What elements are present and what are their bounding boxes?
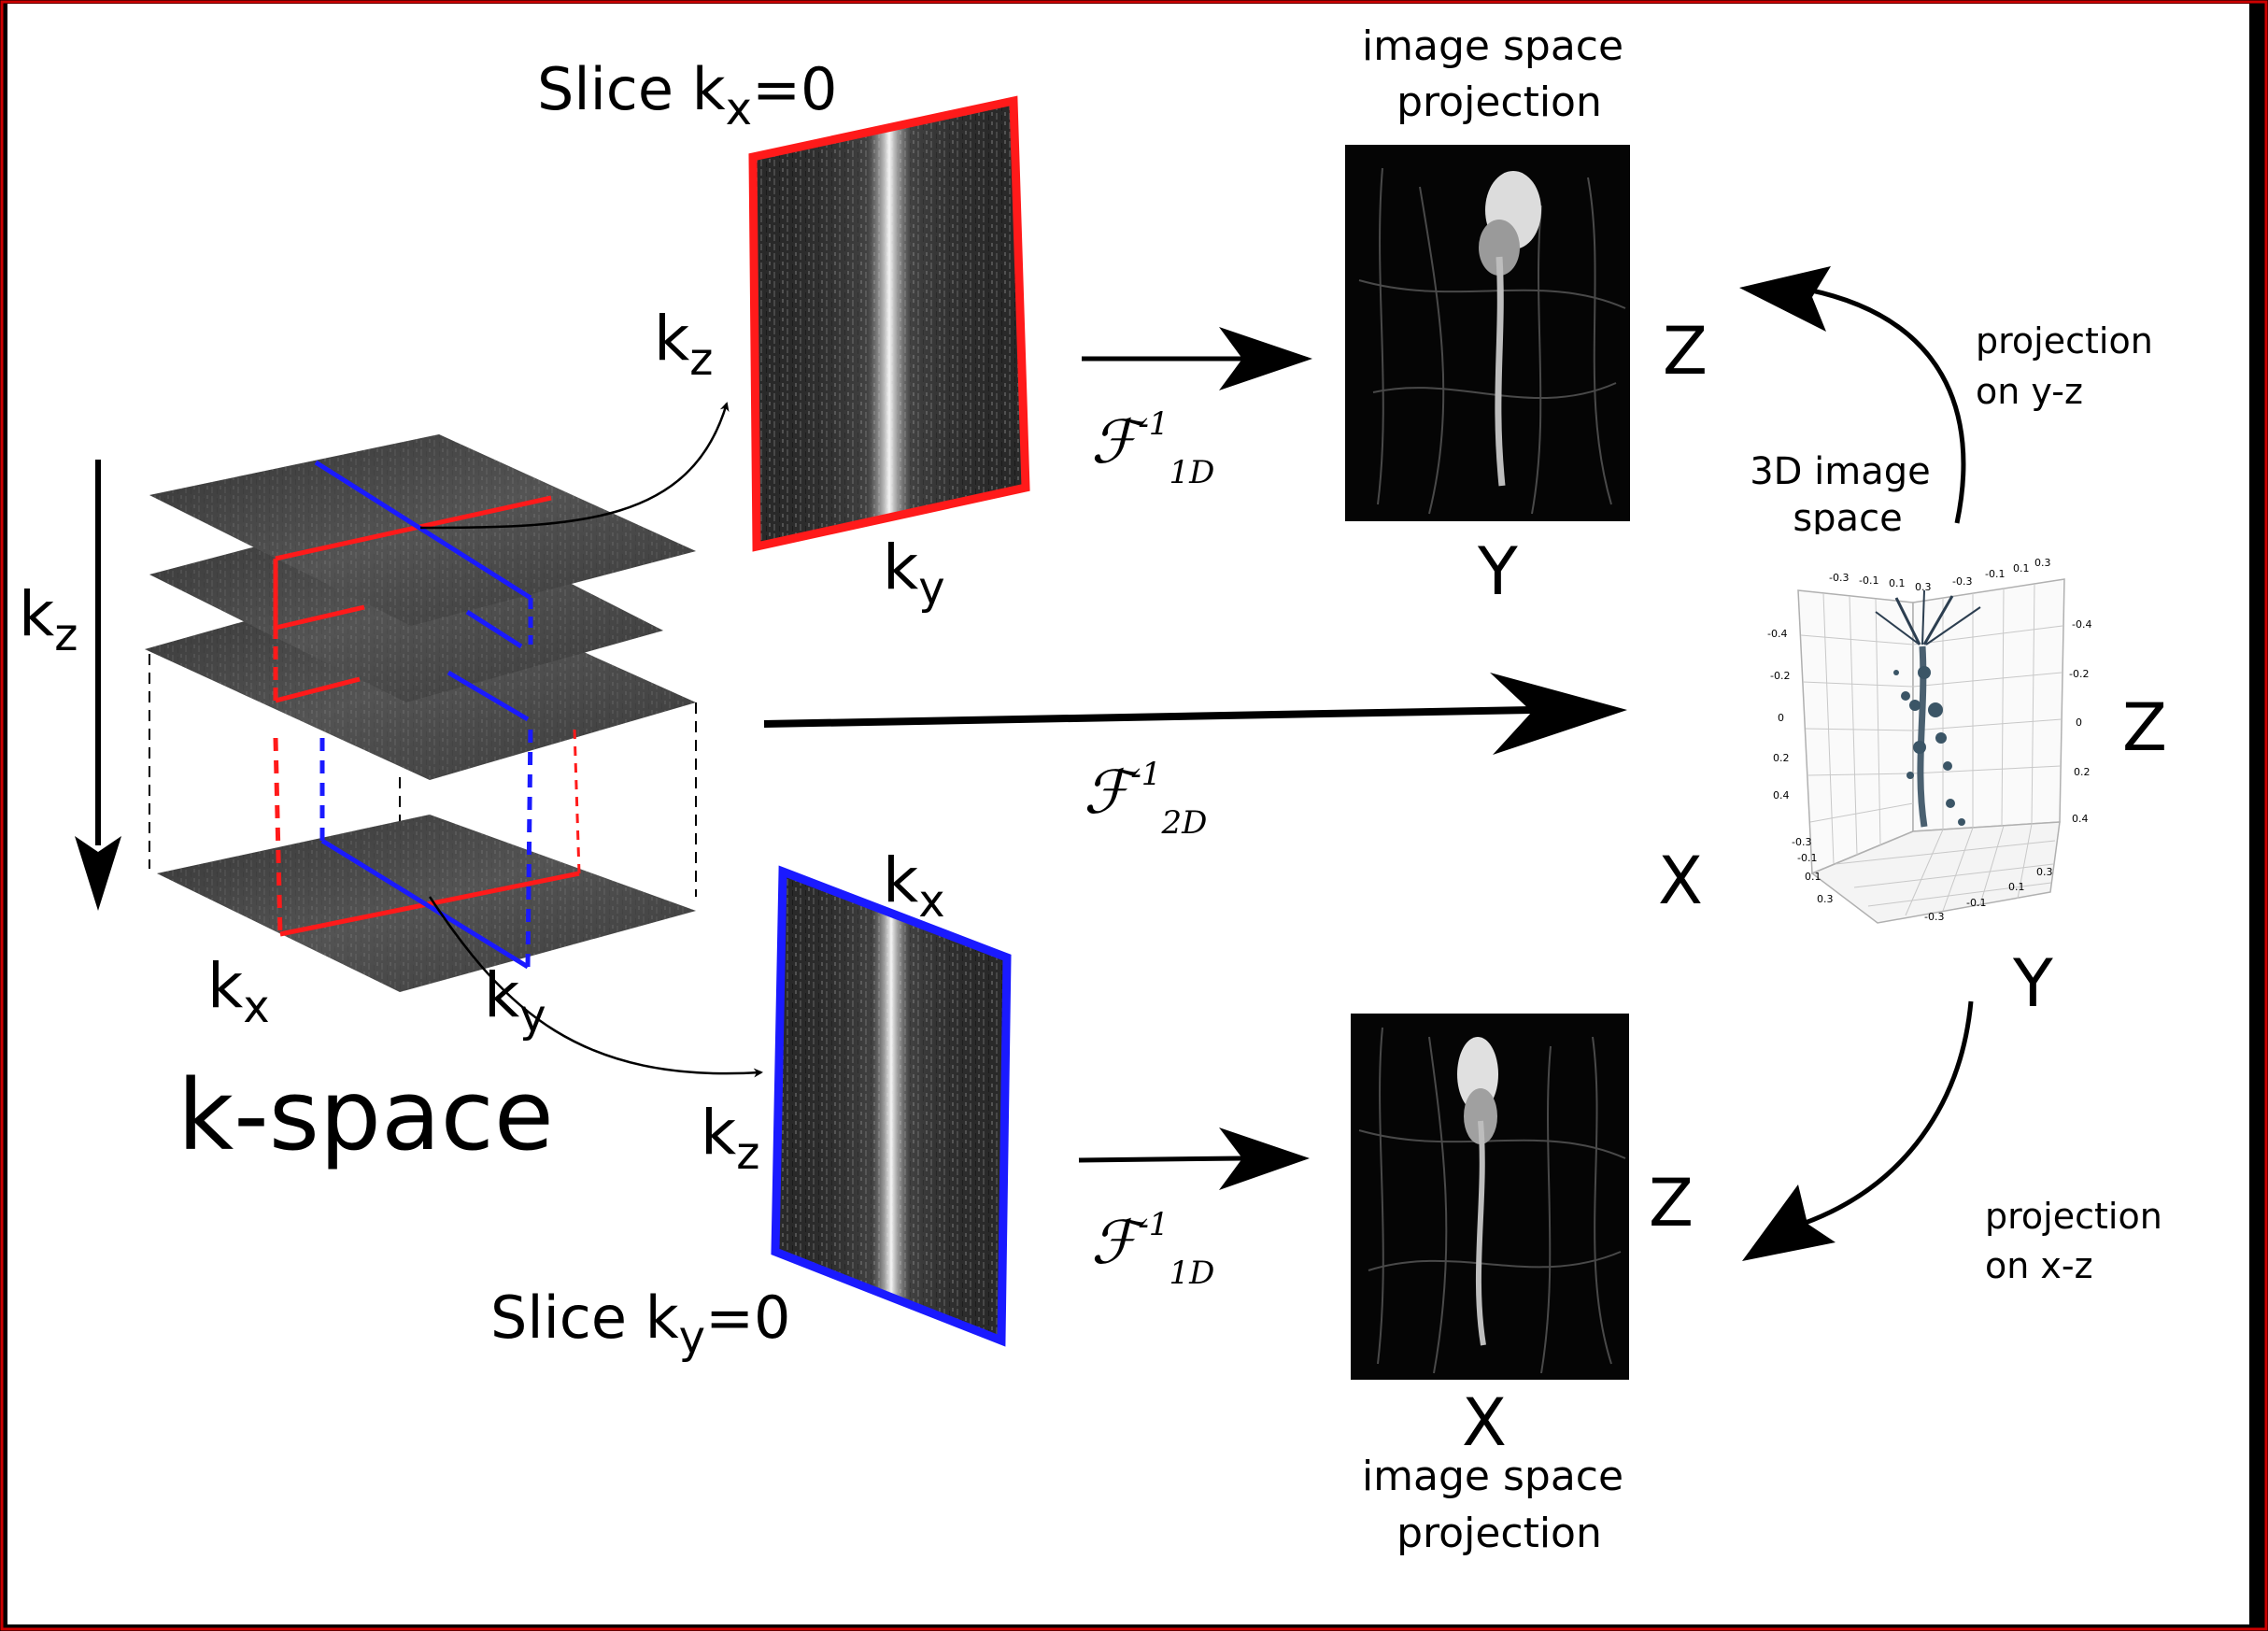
svg-text:0.4: 0.4 [1773, 789, 1790, 801]
projection-xz-curved-arrow [1802, 1000, 1974, 1227]
volume-z-axis: Z [2122, 689, 2167, 766]
svg-text:0.1: 0.1 [2013, 562, 2030, 574]
volume-right-ticks: -0.4 -0.2 0 0.2 0.4 [2069, 618, 2091, 825]
svg-text:0.3: 0.3 [1915, 581, 1932, 593]
svg-text:-0.1: -0.1 [1797, 852, 1817, 864]
kspace-to-slice-y-arrow [428, 896, 763, 1078]
projection-xz-note-line1: projection [1985, 1196, 2162, 1237]
projection-yz-z-axis: Z [1663, 313, 1708, 390]
projection-xz-axon [1475, 1120, 1486, 1346]
svg-text:0.3: 0.3 [1817, 893, 1834, 905]
slice-ky0-kx-label: kx [883, 844, 945, 928]
transform-arrow-top: ℱ-11D [1082, 327, 1312, 491]
kz-down-arrowhead [75, 836, 121, 911]
projection-yz-note-line2: on y-z [1976, 371, 2083, 412]
projection-yz-y-axis: Y [1477, 533, 1518, 610]
slice-ky0-panel: kx kz Slice ky=0 [490, 844, 1012, 1364]
projection-xz-caption-line2: projection [1396, 1510, 1602, 1557]
svg-text:0: 0 [2076, 716, 2082, 729]
slice-ky0-kz-label: kz [701, 1097, 759, 1180]
volume-caption-mask [1775, 534, 1924, 555]
slice-kx0-title: Slice kx=0 [537, 55, 837, 135]
projection-xz-z-axis: Z [1649, 1165, 1694, 1241]
svg-text:-0.2: -0.2 [2069, 668, 2089, 680]
svg-text:0.4: 0.4 [2072, 813, 2089, 825]
projection-xz-soma-glow [1464, 1088, 1497, 1144]
projection-yz-caption-line1: image space [1362, 22, 1623, 70]
projection-yz-soma-glow [1479, 220, 1520, 276]
volume-left-ticks: -0.4 -0.2 0 0.2 0.4 [1767, 628, 1790, 801]
svg-text:-0.1: -0.1 [1859, 574, 1878, 587]
slice-kx0-ky-label: ky [883, 532, 945, 615]
transform-arrow-middle: ℱ-12D [763, 673, 1627, 842]
slice-ky0-title: Slice ky=0 [490, 1284, 790, 1364]
kspace-kx-label: kx [207, 950, 270, 1033]
slice-ky0-center-line [775, 872, 1007, 1340]
volume-bottom-left-ticks: -0.3 -0.1 0.1 0.3 [1792, 836, 1834, 905]
svg-text:-0.3: -0.3 [1792, 836, 1811, 848]
ky0-slice-lines [314, 460, 533, 970]
projection-yz-note-line1: projection [1976, 320, 2153, 362]
volume-3d-panel: 3D image space [1658, 266, 2167, 1286]
projection-xz-panel: Z X image space projection [1351, 1014, 1694, 1557]
projection-xz-arrowhead [1742, 1184, 1836, 1261]
projection-yz-caption-line2: projection [1396, 78, 1602, 126]
svg-text:0.3: 0.3 [2036, 866, 2053, 878]
svg-text:0.3: 0.3 [2034, 557, 2051, 569]
kx0-slice-lines [273, 495, 581, 937]
volume-top-ticks: -0.3 -0.1 0.1 0.3 -0.3 -0.1 0.1 0.3 [1829, 557, 2051, 593]
slice-kx0-outline [748, 95, 1030, 552]
volume-caption-line2: space [1793, 497, 1902, 540]
svg-text:0.2: 0.2 [2074, 766, 2091, 778]
projection-xz-x-axis: X [1462, 1384, 1507, 1461]
volume-y-axis: Y [2012, 945, 2053, 1022]
projection-yz-axon [1495, 256, 1506, 487]
projection-yz-curved-arrow [1807, 287, 1966, 524]
volume-neuron-nodes [1893, 666, 1965, 826]
projection-yz-arrowhead [1739, 266, 1831, 332]
projection-xz-note-line2: on x-z [1985, 1245, 2093, 1286]
transform-top-label: ℱ-11D [1091, 405, 1214, 491]
projection-xz-vessel-texture [1358, 1027, 1626, 1374]
svg-text:-0.3: -0.3 [1952, 575, 1972, 588]
svg-text:0.2: 0.2 [1773, 752, 1790, 764]
volume-bottom-right-ticks: -0.3 -0.1 0.1 0.3 [1924, 866, 2053, 923]
svg-text:-0.4: -0.4 [1767, 628, 1787, 640]
svg-text:-0.3: -0.3 [1924, 911, 1944, 923]
slice-kx0-kz-label: kz [654, 303, 713, 386]
projection-yz-vessel-texture [1358, 167, 1626, 515]
svg-text:-0.4: -0.4 [2072, 618, 2091, 631]
kspace-stack: kz kx ky k-space [19, 402, 763, 1172]
svg-text:0.1: 0.1 [1805, 871, 1821, 883]
kspace-kz-label: kz [19, 578, 78, 661]
svg-text:-0.1: -0.1 [1966, 897, 1986, 909]
svg-text:-0.3: -0.3 [1829, 572, 1849, 584]
projection-yz-panel: image space projection Z Y [1345, 22, 1708, 610]
slice-kx0-panel: Slice kx=0 kz ky [537, 55, 1030, 615]
volume-grid-lines [1800, 583, 2063, 916]
svg-text:0: 0 [1778, 712, 1784, 724]
volume-back-left-plane [1797, 589, 1914, 875]
kspace-title: k-space [177, 1058, 554, 1172]
volume-caption-line1: 3D image [1750, 450, 1931, 493]
kspace-ky-label: ky [484, 959, 546, 1042]
projection-xz-caption-line1: image space [1362, 1453, 1623, 1500]
svg-text:0.1: 0.1 [2008, 881, 2025, 893]
svg-text:-0.2: -0.2 [1770, 670, 1790, 682]
volume-x-axis: X [1658, 843, 1703, 919]
slice-kx0-center-line [753, 101, 1026, 546]
svg-text:-0.1: -0.1 [1985, 568, 2005, 580]
slice-ky0-outline [771, 865, 1012, 1347]
kspace-to-slice-x-arrow [419, 402, 730, 530]
svg-text:0.1: 0.1 [1889, 577, 1906, 589]
